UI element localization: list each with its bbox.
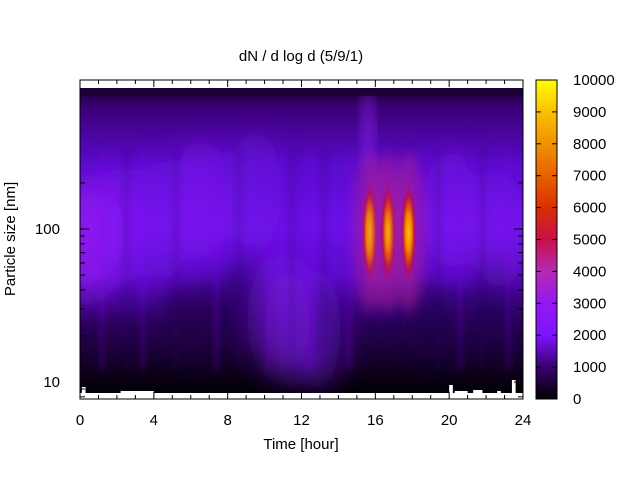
zero-cell xyxy=(454,391,468,394)
colorbar-tick-label: 6000 xyxy=(573,200,606,217)
x-tick-label: 4 xyxy=(150,412,158,429)
zero-cell xyxy=(511,380,516,394)
y-axis-title: Particle size [nm] xyxy=(2,182,19,296)
colorbar-tick-label: 0 xyxy=(573,391,581,408)
colorbar-tick-label: 7000 xyxy=(573,168,606,185)
colorbar-tick-label: 3000 xyxy=(573,295,606,312)
colorbar-tick-label: 8000 xyxy=(573,136,606,153)
x-tick-label: 12 xyxy=(293,412,310,429)
x-tick-label: 20 xyxy=(441,412,458,429)
zero-cell xyxy=(81,387,86,394)
zero-cell xyxy=(449,385,453,394)
y-tick-label: 100 xyxy=(35,221,60,238)
y-axis-ticks: 10 100 xyxy=(35,182,523,398)
colorbar-tick-label: 2000 xyxy=(573,327,606,344)
x-tick-label: 8 xyxy=(223,412,231,429)
x-axis-title: Time [hour] xyxy=(263,436,338,453)
colorbar-tick-label: 1000 xyxy=(573,359,606,376)
zero-cell xyxy=(473,390,483,394)
chart-title: dN / d log d (5/9/1) xyxy=(239,48,363,65)
x-axis-ticks: 0 4 8 12 16 20 24 xyxy=(76,80,532,429)
heatmap-plot-area xyxy=(80,88,523,394)
x-tick-label: 16 xyxy=(367,412,384,429)
y-tick-label: 10 xyxy=(43,374,60,391)
zero-cell xyxy=(497,391,501,394)
colorbar-tick-label: 4000 xyxy=(573,263,606,280)
feature-core xyxy=(382,197,395,268)
heatmap-features xyxy=(353,152,425,313)
colorbar-tick-label: 10000 xyxy=(573,72,615,89)
x-tick-label: 0 xyxy=(76,412,84,429)
heatmap-top-band xyxy=(80,88,523,96)
x-tick-label: 24 xyxy=(515,412,532,429)
colorbar-tick-label: 5000 xyxy=(573,232,606,249)
zero-cell xyxy=(120,391,154,394)
colorbar-tick-label: 9000 xyxy=(573,104,606,121)
colorbar-ticks: 0 1000 2000 3000 4000 5000 6000 7000 8000 9000 100… xyxy=(536,72,615,408)
feature-core xyxy=(402,196,415,269)
heatmap-texture xyxy=(80,90,523,390)
colorbar: 0 1000 2000 3000 4000 5000 6000 7000 8000 9000 100… xyxy=(535,72,615,408)
